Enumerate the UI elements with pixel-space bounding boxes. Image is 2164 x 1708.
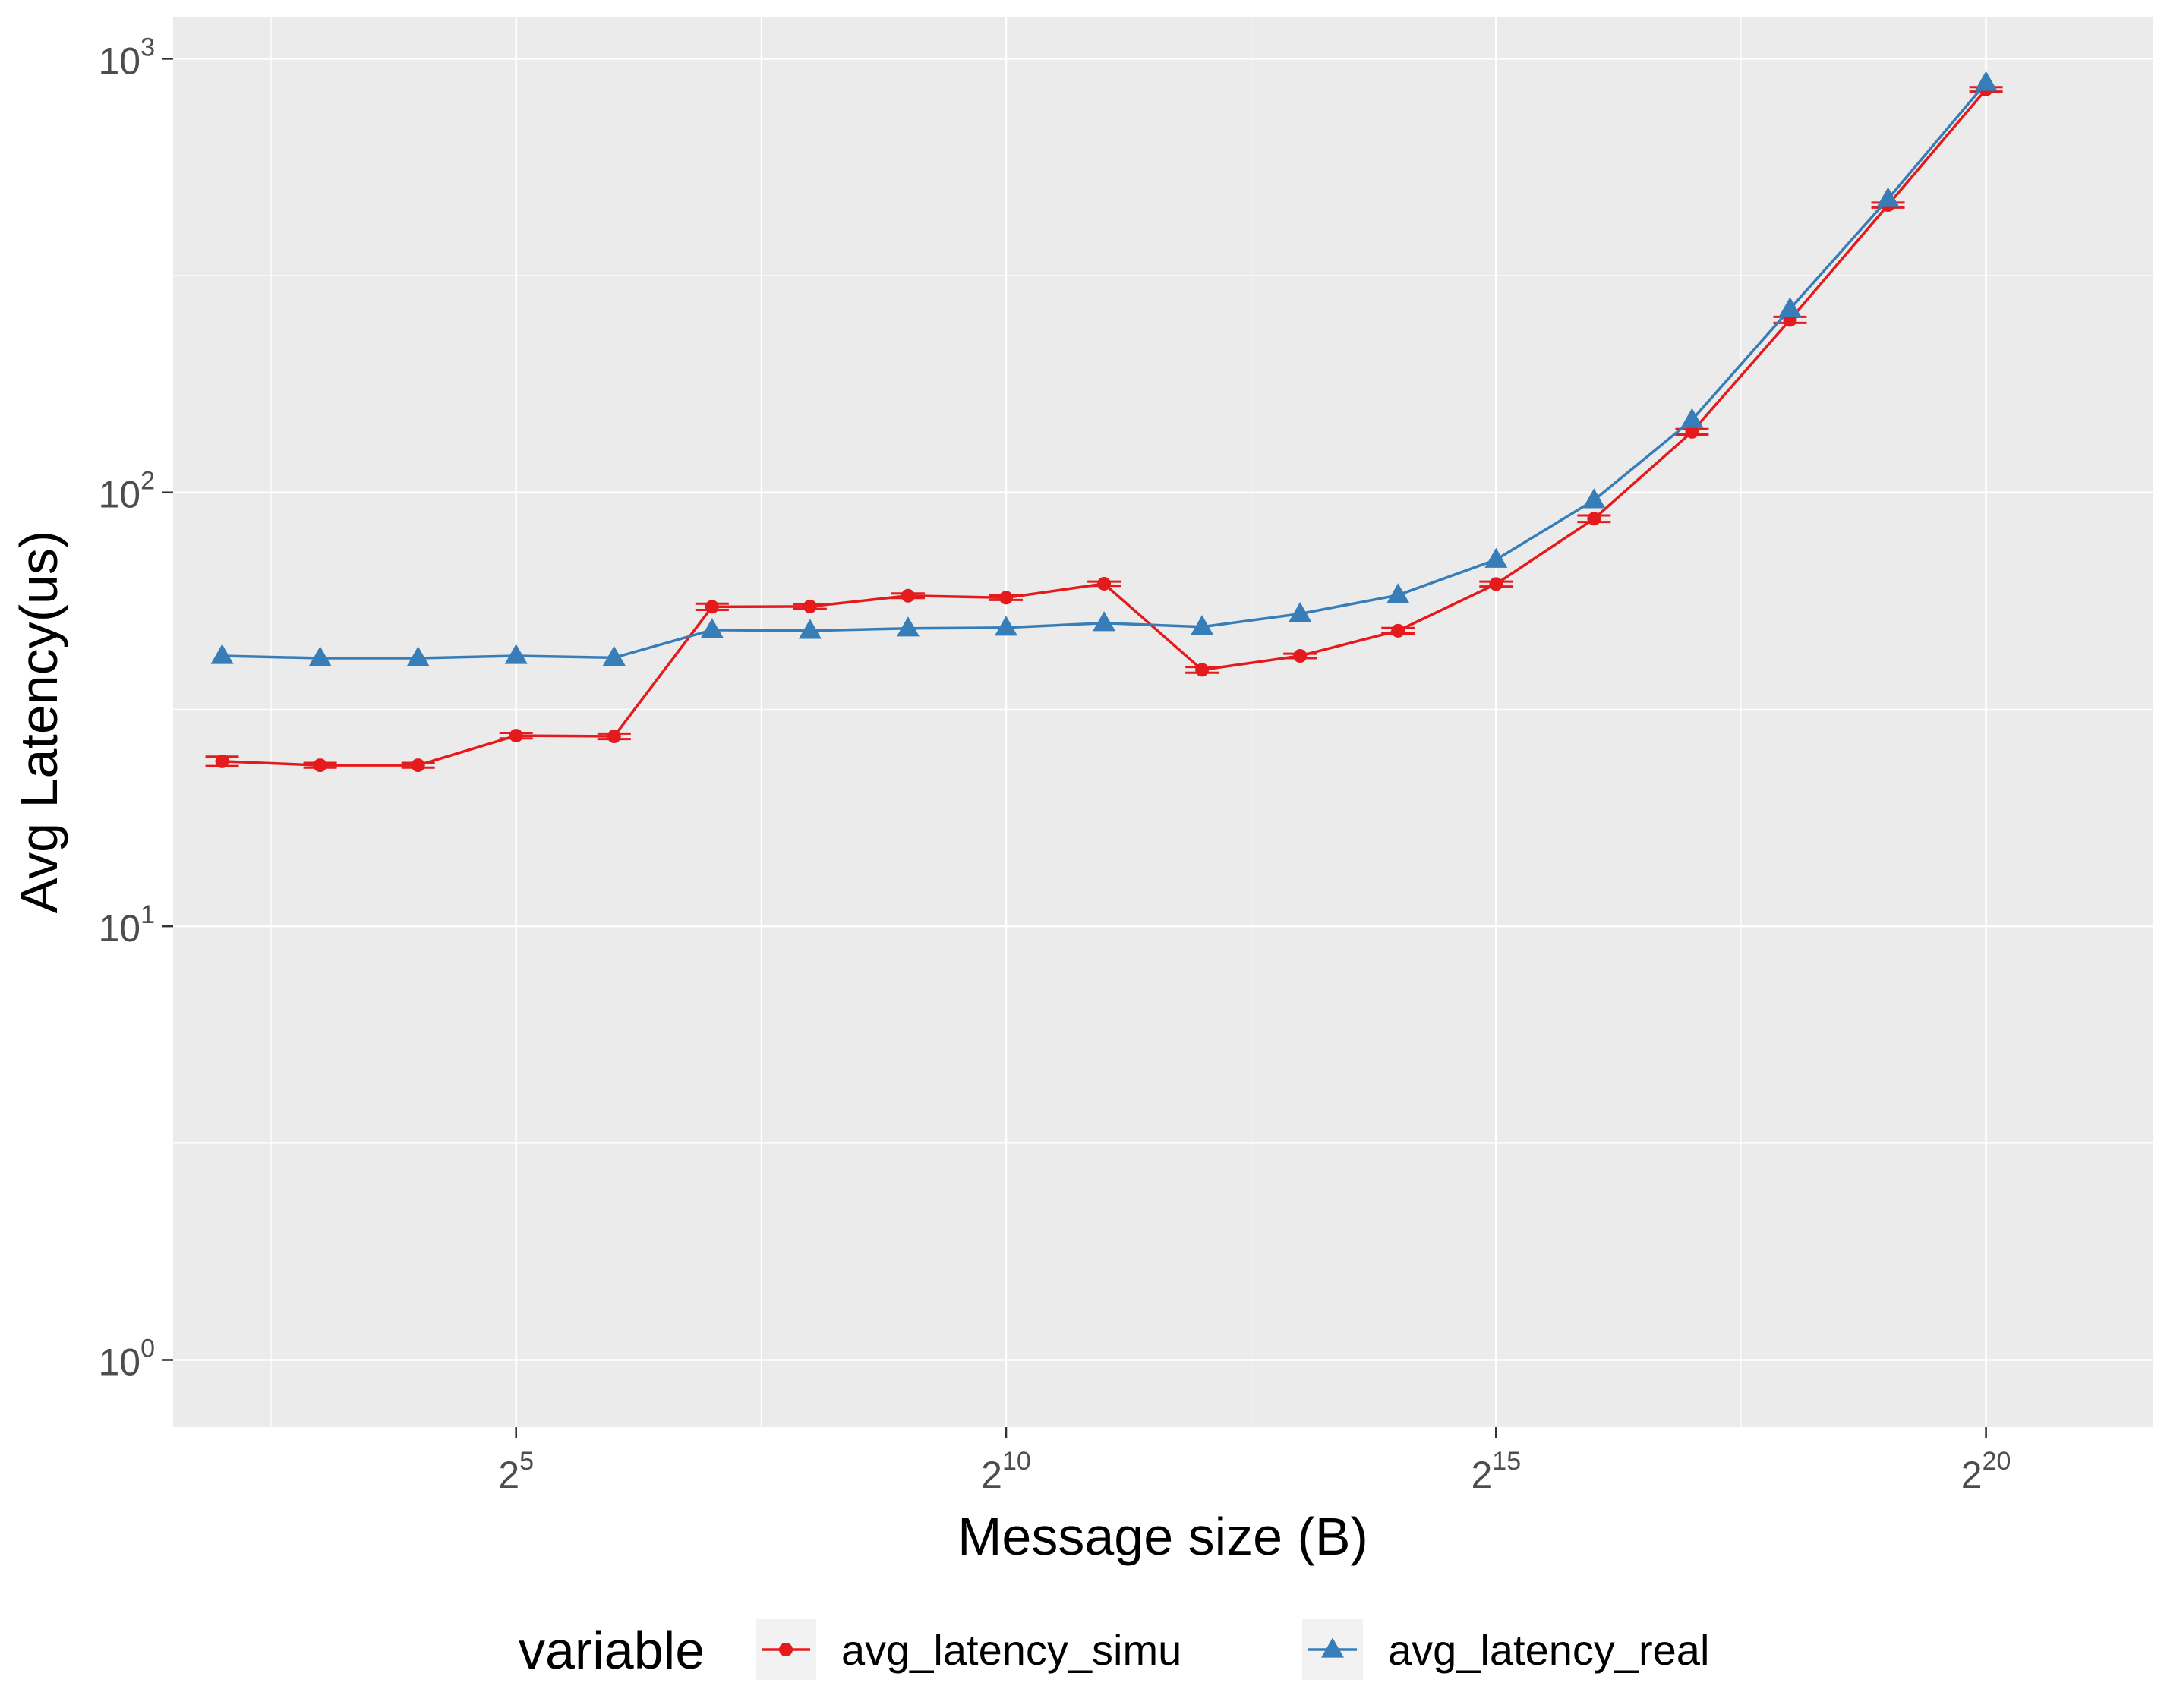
data-point <box>700 618 724 638</box>
data-point <box>1386 583 1410 603</box>
legend-label: avg_latency_simu <box>841 1626 1181 1674</box>
data-point <box>1974 71 1998 91</box>
data-point <box>1093 611 1116 632</box>
legend-label: avg_latency_real <box>1388 1626 1709 1674</box>
x-tick-label: 215 <box>1471 1447 1521 1496</box>
data-point <box>308 646 332 666</box>
data-point <box>1587 512 1601 526</box>
data-point <box>999 591 1014 605</box>
data-point <box>1484 547 1508 568</box>
x-tick-label: 210 <box>981 1447 1031 1496</box>
axis-ticks: 25 210 215 220 100 101 102 103 <box>98 33 2011 1496</box>
series-layer <box>205 71 2003 773</box>
data-point <box>1293 649 1308 663</box>
legend: variable avg_latency_simu avg_latency_rea… <box>519 1619 1709 1680</box>
x-axis-title: Message size (B) <box>957 1507 1368 1566</box>
data-point <box>705 600 719 614</box>
data-point <box>1195 663 1210 677</box>
legend-key-marker <box>779 1643 793 1656</box>
legend-item-avg-latency-real: avg_latency_real <box>1302 1619 1709 1680</box>
data-point <box>1685 424 1699 439</box>
legend-key-marker <box>1321 1637 1344 1658</box>
x-tick-label: 220 <box>1961 1447 2011 1496</box>
data-point <box>1191 615 1214 635</box>
data-point <box>1391 623 1405 638</box>
data-point <box>602 645 626 666</box>
data-point <box>1289 602 1312 622</box>
data-point <box>798 619 822 639</box>
plot-panel <box>173 17 2153 1427</box>
legend-title: variable <box>519 1621 705 1680</box>
data-point <box>1876 187 1900 207</box>
data-point <box>210 644 234 664</box>
x-tick-label: 25 <box>498 1447 534 1496</box>
data-point <box>504 644 528 664</box>
data-point <box>509 729 523 743</box>
data-point <box>1680 408 1704 428</box>
legend-item-avg-latency-simu: avg_latency_simu <box>756 1619 1181 1680</box>
data-point <box>803 599 817 613</box>
y-tick-label: 102 <box>98 467 155 516</box>
data-point <box>215 754 229 768</box>
series-avg-latency-real <box>210 71 1998 666</box>
data-point <box>411 758 425 773</box>
data-point <box>1778 297 1802 317</box>
data-point <box>1097 576 1112 591</box>
data-point <box>995 616 1018 636</box>
y-tick-label: 100 <box>98 1334 155 1383</box>
data-point <box>313 758 327 773</box>
y-tick-label: 101 <box>98 900 155 950</box>
data-point <box>896 616 920 637</box>
data-point <box>1489 577 1503 591</box>
y-tick-label: 103 <box>98 33 155 82</box>
grid-lines <box>173 17 2153 1427</box>
data-point <box>406 646 430 666</box>
y-axis-title: Avg Latency(us) <box>9 531 68 914</box>
data-point <box>1582 488 1606 509</box>
data-point <box>607 730 621 744</box>
data-point <box>901 588 915 603</box>
